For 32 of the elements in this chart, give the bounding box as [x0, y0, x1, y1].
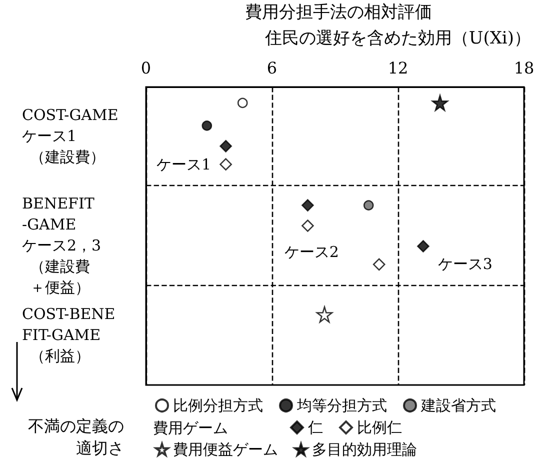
point	[417, 240, 430, 252]
x-tick-label: 18	[514, 58, 534, 78]
legend-label: 比例仁	[357, 418, 402, 436]
text: COST-GAME ケース1 （建設費）	[22, 106, 118, 166]
text: 費用ゲーム	[153, 419, 228, 437]
legend-label: 均等分担方式	[296, 396, 387, 414]
legend-label: 多目的効用理論	[312, 440, 417, 458]
x-tick-label: 0	[140, 58, 152, 78]
point	[372, 258, 386, 271]
point	[302, 199, 314, 212]
point	[237, 98, 248, 108]
point	[302, 220, 314, 232]
text: COST-BENE FIT-GAME （利益）	[22, 304, 116, 365]
text: 不満の定義の適切さ	[28, 416, 124, 458]
annotation: ケース1	[156, 155, 212, 174]
legend-label: 費用便益ゲーム	[173, 440, 278, 458]
x-axis-title: 住民の選好を含めた効用（U(Xi)）	[264, 28, 532, 48]
legend-label: 仁	[307, 418, 323, 436]
annotation: ケース3	[438, 255, 492, 274]
x-tick-label: 6	[266, 58, 278, 78]
x-tick-label: 12	[388, 58, 408, 78]
legend-label: 建設省方式	[420, 396, 496, 414]
chart-title: 費用分担手法の相対評価	[245, 2, 432, 22]
point	[220, 140, 232, 152]
point	[220, 158, 232, 170]
point	[432, 94, 448, 112]
point	[363, 200, 374, 210]
point	[202, 120, 212, 131]
point	[316, 306, 333, 323]
annotation: ケース2	[284, 242, 339, 261]
legend-label: 比例分担方式	[173, 396, 263, 414]
text: BENEFIT -GAME ケース2，3 （建設費＋便益）	[22, 194, 102, 296]
